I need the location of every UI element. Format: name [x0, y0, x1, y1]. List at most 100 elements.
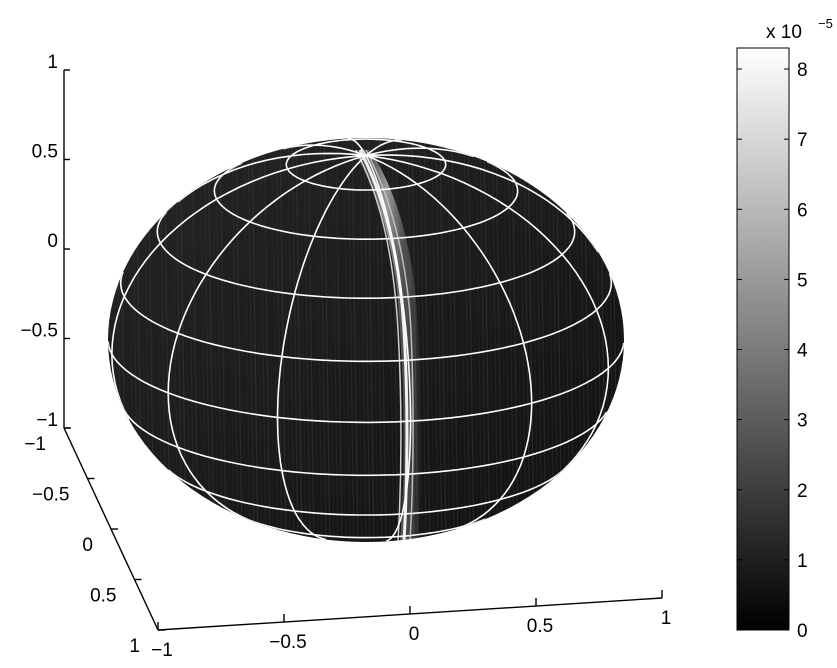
surface-stripe: [431, 138, 439, 542]
surface-stripe: [259, 138, 267, 542]
surface-stripe: [515, 138, 523, 542]
surface-stripe: [451, 138, 459, 542]
surface-stripe: [463, 138, 471, 542]
x-tick-label: −0.5: [269, 632, 307, 653]
surface-stripe: [235, 138, 243, 542]
surface-stripe: [255, 138, 263, 542]
parallel-gridline: [119, 271, 613, 363]
surface-stripe: [423, 138, 431, 542]
surface-stripe: [527, 138, 535, 542]
colorbar-tick-label: 5: [797, 270, 808, 291]
meridian-gridline: [111, 154, 367, 420]
surface-stripe: [427, 138, 435, 542]
meridian-gridline: [167, 154, 367, 522]
surface-stripe: [207, 138, 215, 542]
surface-stripe: [223, 138, 231, 542]
x-tick-label: −1: [151, 640, 173, 661]
y-tick-label: −0.5: [32, 485, 70, 506]
surface-stripe: [307, 138, 315, 542]
surface-stripe: [331, 138, 339, 542]
surface-stripe: [535, 138, 543, 542]
z-tick-label: 0.5: [32, 142, 58, 163]
colorbar: 0 1 2 3 4 5 6 7 8 x 10 −5: [736, 16, 833, 642]
surface-stripe: [295, 138, 303, 542]
colorbar-tick-label: 4: [797, 341, 808, 362]
meridian-gridline: [365, 154, 610, 472]
surface-stripe: [183, 138, 191, 542]
y-tick-label: −1: [24, 434, 46, 455]
surface-stripe: [303, 138, 311, 542]
colorbar-multiplier-exponent: −5: [818, 16, 833, 31]
surface-stripe: [479, 138, 487, 542]
surface-stripe: [523, 138, 531, 542]
surface-stripe: [299, 138, 307, 542]
meridian-gridline: [276, 155, 367, 541]
x-tick-label: 0: [409, 624, 420, 645]
surface-stripe: [483, 138, 491, 542]
sphere-surface: [108, 138, 624, 542]
colorbar-tick-label: 8: [797, 60, 808, 81]
surface-stripe: [343, 138, 351, 542]
meridian-gridline: [283, 144, 367, 157]
y-tick-label: 0: [82, 535, 93, 556]
surface-stripe: [491, 138, 499, 542]
colorbar-tick-label: 7: [797, 130, 808, 151]
meridian-gridline: [365, 139, 403, 157]
sphere-gridlines: [108, 138, 624, 542]
surface-stripe: [475, 138, 483, 542]
surface-stripe: [291, 138, 299, 542]
surface-stripe: [447, 138, 455, 542]
meridian-gridline: [365, 154, 599, 253]
surface-stripe: [327, 138, 335, 542]
surface-stripe: [211, 138, 219, 542]
x-tick-label: 0.5: [527, 616, 553, 637]
surface-stripe: [199, 138, 207, 542]
surface-stripe: [499, 138, 507, 542]
surface-stripe: [487, 138, 495, 542]
surface-stripe: [467, 138, 475, 542]
z-tick-label: 0: [47, 231, 58, 252]
surface-stripe: [219, 138, 227, 542]
parallel-gridline: [156, 211, 576, 299]
surface-stripe: [203, 138, 211, 542]
surface-stripe: [359, 138, 367, 542]
surface-stripe: [279, 138, 287, 542]
surface-stripe: [239, 138, 247, 542]
surface-stripe: [283, 138, 291, 542]
surface-stripe: [263, 138, 271, 542]
meridian-gridline: [365, 147, 474, 158]
z-tick-label: −0.5: [20, 321, 58, 342]
x-tick-label: 1: [661, 608, 672, 629]
colorbar-tick-label: 2: [797, 481, 808, 502]
colorbar-tick-label: 3: [797, 411, 808, 432]
surface-stripe: [367, 138, 375, 542]
colorbar-tick-label: 6: [797, 200, 808, 221]
surface-stripe: [315, 138, 323, 542]
surface-stripe: [347, 138, 355, 542]
colorbar-gradient: [736, 47, 790, 631]
surface-stripe: [187, 138, 195, 542]
surface-stripe: [443, 138, 451, 542]
surface-stripe: [319, 138, 327, 542]
y-tick-label: 0.5: [90, 586, 116, 607]
surface-stripe: [335, 138, 343, 542]
surface-stripe: [503, 138, 511, 542]
surface-stripe: [455, 138, 463, 542]
surface-stripe: [471, 138, 479, 542]
surface-stripe: [511, 138, 519, 542]
y-tick-label: 1: [129, 636, 140, 657]
surface-stripe: [323, 138, 331, 542]
surface-stripe: [271, 138, 279, 542]
parallel-gridline: [168, 469, 563, 516]
surface-stripe: [311, 138, 319, 542]
surface-stripe: [539, 138, 547, 542]
z-tick-label: −1: [36, 410, 58, 431]
meridian-gridline: [365, 155, 412, 542]
surface-stripe: [355, 138, 363, 542]
surface-stripe: [243, 138, 251, 542]
surface-stripe: [419, 138, 427, 542]
colorbar-tick-label: 1: [797, 551, 808, 572]
colorbar-multiplier: x 10: [766, 22, 802, 43]
surface-stripe: [231, 138, 239, 542]
